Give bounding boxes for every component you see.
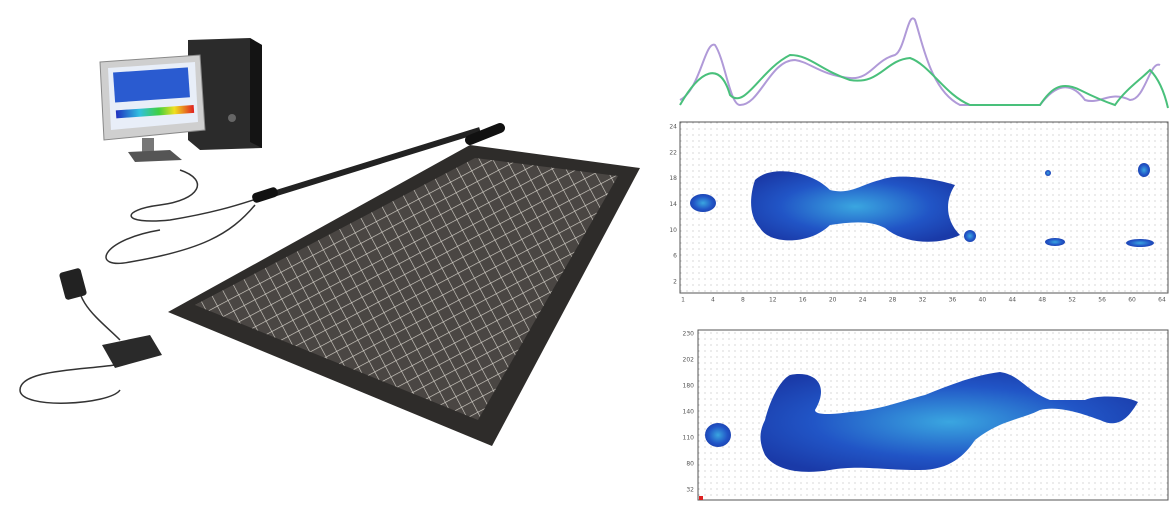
interface-box	[102, 335, 162, 368]
x-tick-label: 16	[799, 297, 807, 304]
x-tick-label: 52	[1068, 297, 1076, 304]
y-tick-label: 2	[673, 279, 677, 286]
y-tick-label: 18	[669, 175, 677, 182]
x-tick-label: 44	[1008, 297, 1016, 304]
x-tick-label: 1	[681, 297, 685, 304]
x-tick-label: 20	[829, 297, 837, 304]
x-tick-label: 24	[859, 297, 867, 304]
y-tick-label: 32	[686, 487, 694, 494]
y-tick-label: 10	[669, 227, 677, 234]
power-adapter	[59, 268, 87, 301]
x-tick-label: 8	[741, 297, 745, 304]
top-y-axis: 24 22 18 14 10 6 2	[669, 124, 677, 286]
x-tick-label: 32	[919, 297, 927, 304]
pressure-profiles	[680, 18, 1168, 108]
computer	[100, 38, 262, 162]
y-tick-label: 80	[686, 461, 694, 468]
x-tick-label: 48	[1038, 297, 1046, 304]
x-tick-label: 56	[1098, 297, 1106, 304]
x-tick-label: 36	[949, 297, 957, 304]
x-tick-label: 64	[1158, 297, 1166, 304]
y-tick-label: 202	[683, 357, 695, 364]
y-tick-label: 110	[683, 435, 695, 442]
connector	[251, 186, 279, 204]
y-tick-label: 14	[669, 201, 677, 208]
y-tick-label: 140	[683, 409, 695, 416]
y-tick-label: 180	[683, 383, 695, 390]
origin-marker	[699, 496, 703, 500]
y-tick-label: 24	[669, 124, 677, 131]
x-tick-label: 12	[769, 297, 777, 304]
y-tick-label: 230	[683, 331, 695, 338]
x-tick-label: 4	[711, 297, 715, 304]
x-tick-label: 28	[889, 297, 897, 304]
figure: 242218141062 148121620242832364044485256…	[0, 0, 1170, 507]
bottom-y-axis: 230 202 180 140 110 80 32	[683, 331, 695, 494]
y-tick-label: 6	[673, 253, 677, 260]
x-tick-label: 40	[979, 297, 987, 304]
x-tick-label: 60	[1128, 297, 1136, 304]
y-tick-label: 22	[669, 149, 677, 156]
